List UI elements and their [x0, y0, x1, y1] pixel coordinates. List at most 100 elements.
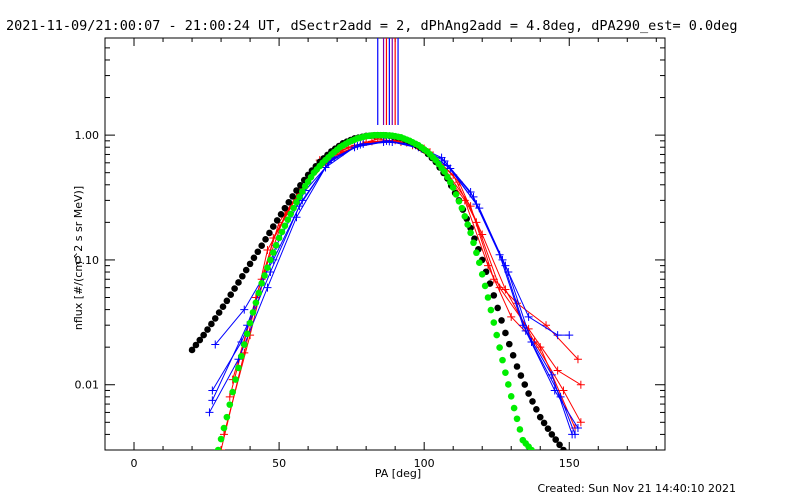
red-data-point	[217, 446, 226, 450]
black-fit-point	[231, 285, 238, 292]
blue-data-point	[504, 268, 513, 277]
black-fit-point	[513, 363, 521, 370]
green-fit-point	[220, 424, 228, 432]
green-fit-point	[232, 376, 239, 383]
green-fit-point	[255, 289, 263, 297]
black-fit-point	[498, 317, 505, 324]
black-fit-point	[200, 331, 207, 339]
red-data-point	[225, 392, 234, 401]
x-tick-label: 150	[559, 457, 580, 470]
black-fit-point	[494, 304, 501, 312]
blue-data-point	[553, 331, 562, 340]
green-fit-point	[505, 381, 512, 388]
green-fit-point	[269, 249, 277, 256]
black-fit-point	[525, 390, 532, 397]
green-fit-point	[446, 178, 454, 186]
black-fit-point	[239, 272, 246, 280]
green-fit-point	[528, 446, 535, 450]
black-fit-point	[250, 254, 258, 262]
green-fit-point	[287, 210, 294, 218]
green-fit-point	[240, 341, 248, 348]
green-fit-point	[272, 241, 280, 249]
black-fit-point	[505, 340, 513, 348]
x-tick-label: 100	[414, 457, 435, 470]
green-fit-point	[235, 364, 242, 372]
black-fit-point	[258, 242, 265, 250]
red-series-line	[223, 140, 579, 435]
black-fit-point	[211, 315, 219, 322]
blue-data-point	[524, 312, 533, 321]
red-data-point	[219, 430, 228, 439]
green-fit-point	[510, 404, 518, 412]
black-fit-point	[262, 236, 269, 243]
green-fit-point	[275, 234, 283, 242]
red-data-point	[553, 366, 562, 375]
blue-data-point	[556, 392, 565, 401]
black-fit-point	[235, 279, 242, 286]
green-fit-point	[238, 352, 245, 360]
blue-series-line	[214, 140, 570, 345]
black-fit-point	[208, 320, 215, 328]
x-tick-label: 0	[131, 457, 138, 470]
green-fit-point	[516, 426, 524, 433]
green-fit-point	[293, 198, 300, 206]
black-fit-point	[223, 297, 231, 305]
blue-series-line	[211, 140, 579, 429]
red-data-point	[576, 380, 585, 389]
green-fit-point	[281, 222, 289, 230]
plot-area: 0 50 100 150 0.01 0.10 1.00	[75, 37, 666, 470]
black-fit-point	[281, 204, 289, 212]
black-fit-point	[533, 405, 540, 413]
x-axis-label: PA [deg]	[375, 467, 421, 480]
black-fit-point	[293, 187, 300, 194]
green-fit-point	[214, 446, 222, 450]
blue-data-point	[240, 305, 249, 314]
red-series-line	[232, 140, 582, 423]
blue-data-point	[446, 164, 455, 173]
black-fit-point	[529, 398, 536, 405]
blue-data-point	[475, 204, 484, 213]
blue-data-point	[359, 139, 368, 148]
green-fit-point	[299, 188, 306, 195]
red-data-point	[501, 285, 510, 294]
blue-data-point	[266, 268, 275, 277]
green-fit-point	[513, 415, 521, 423]
blue-data-point	[208, 396, 217, 405]
plot-frame	[104, 37, 666, 451]
created-timestamp: Created: Sun Nov 21 14:40:10 2021	[537, 482, 736, 495]
green-fit-point	[267, 256, 274, 264]
green-fit-point	[284, 216, 292, 224]
green-fit-point	[246, 319, 254, 327]
black-fit-point	[188, 346, 196, 354]
green-fit-point	[444, 173, 451, 181]
y-axis-label: nflux [#/(cm^2 s sr MeV)]	[72, 186, 85, 330]
y-tick-label: 0.01	[75, 379, 100, 392]
green-fit-point	[296, 193, 303, 201]
green-fit-point	[458, 204, 466, 212]
y-tick-label: 1.00	[75, 129, 100, 142]
green-fit-point	[226, 401, 234, 408]
green-fit-point	[478, 271, 486, 278]
data-layer	[188, 131, 585, 450]
green-fit-point	[243, 330, 251, 338]
black-fit-point	[289, 193, 296, 200]
blue-data-point	[263, 283, 272, 292]
green-fit-point	[473, 249, 480, 257]
green-fit-point	[452, 191, 460, 198]
blue-data-point	[211, 340, 220, 349]
chart-title: 2021-11-09/21:00:07 - 21:00:24 UT, dSect…	[6, 18, 738, 34]
black-fit-point	[285, 198, 293, 206]
green-fit-point	[464, 221, 471, 228]
black-fit-point	[490, 292, 498, 299]
green-fit-point	[476, 259, 483, 267]
green-fit-point	[502, 369, 509, 376]
red-data-point	[478, 230, 487, 239]
green-fit-point	[264, 264, 271, 272]
red-series-line	[229, 139, 582, 397]
green-fit-point	[470, 239, 477, 247]
black-fit-point	[215, 309, 223, 316]
black-fit-point	[552, 436, 560, 443]
green-fit-point	[455, 197, 463, 205]
black-fit-point	[273, 217, 281, 224]
